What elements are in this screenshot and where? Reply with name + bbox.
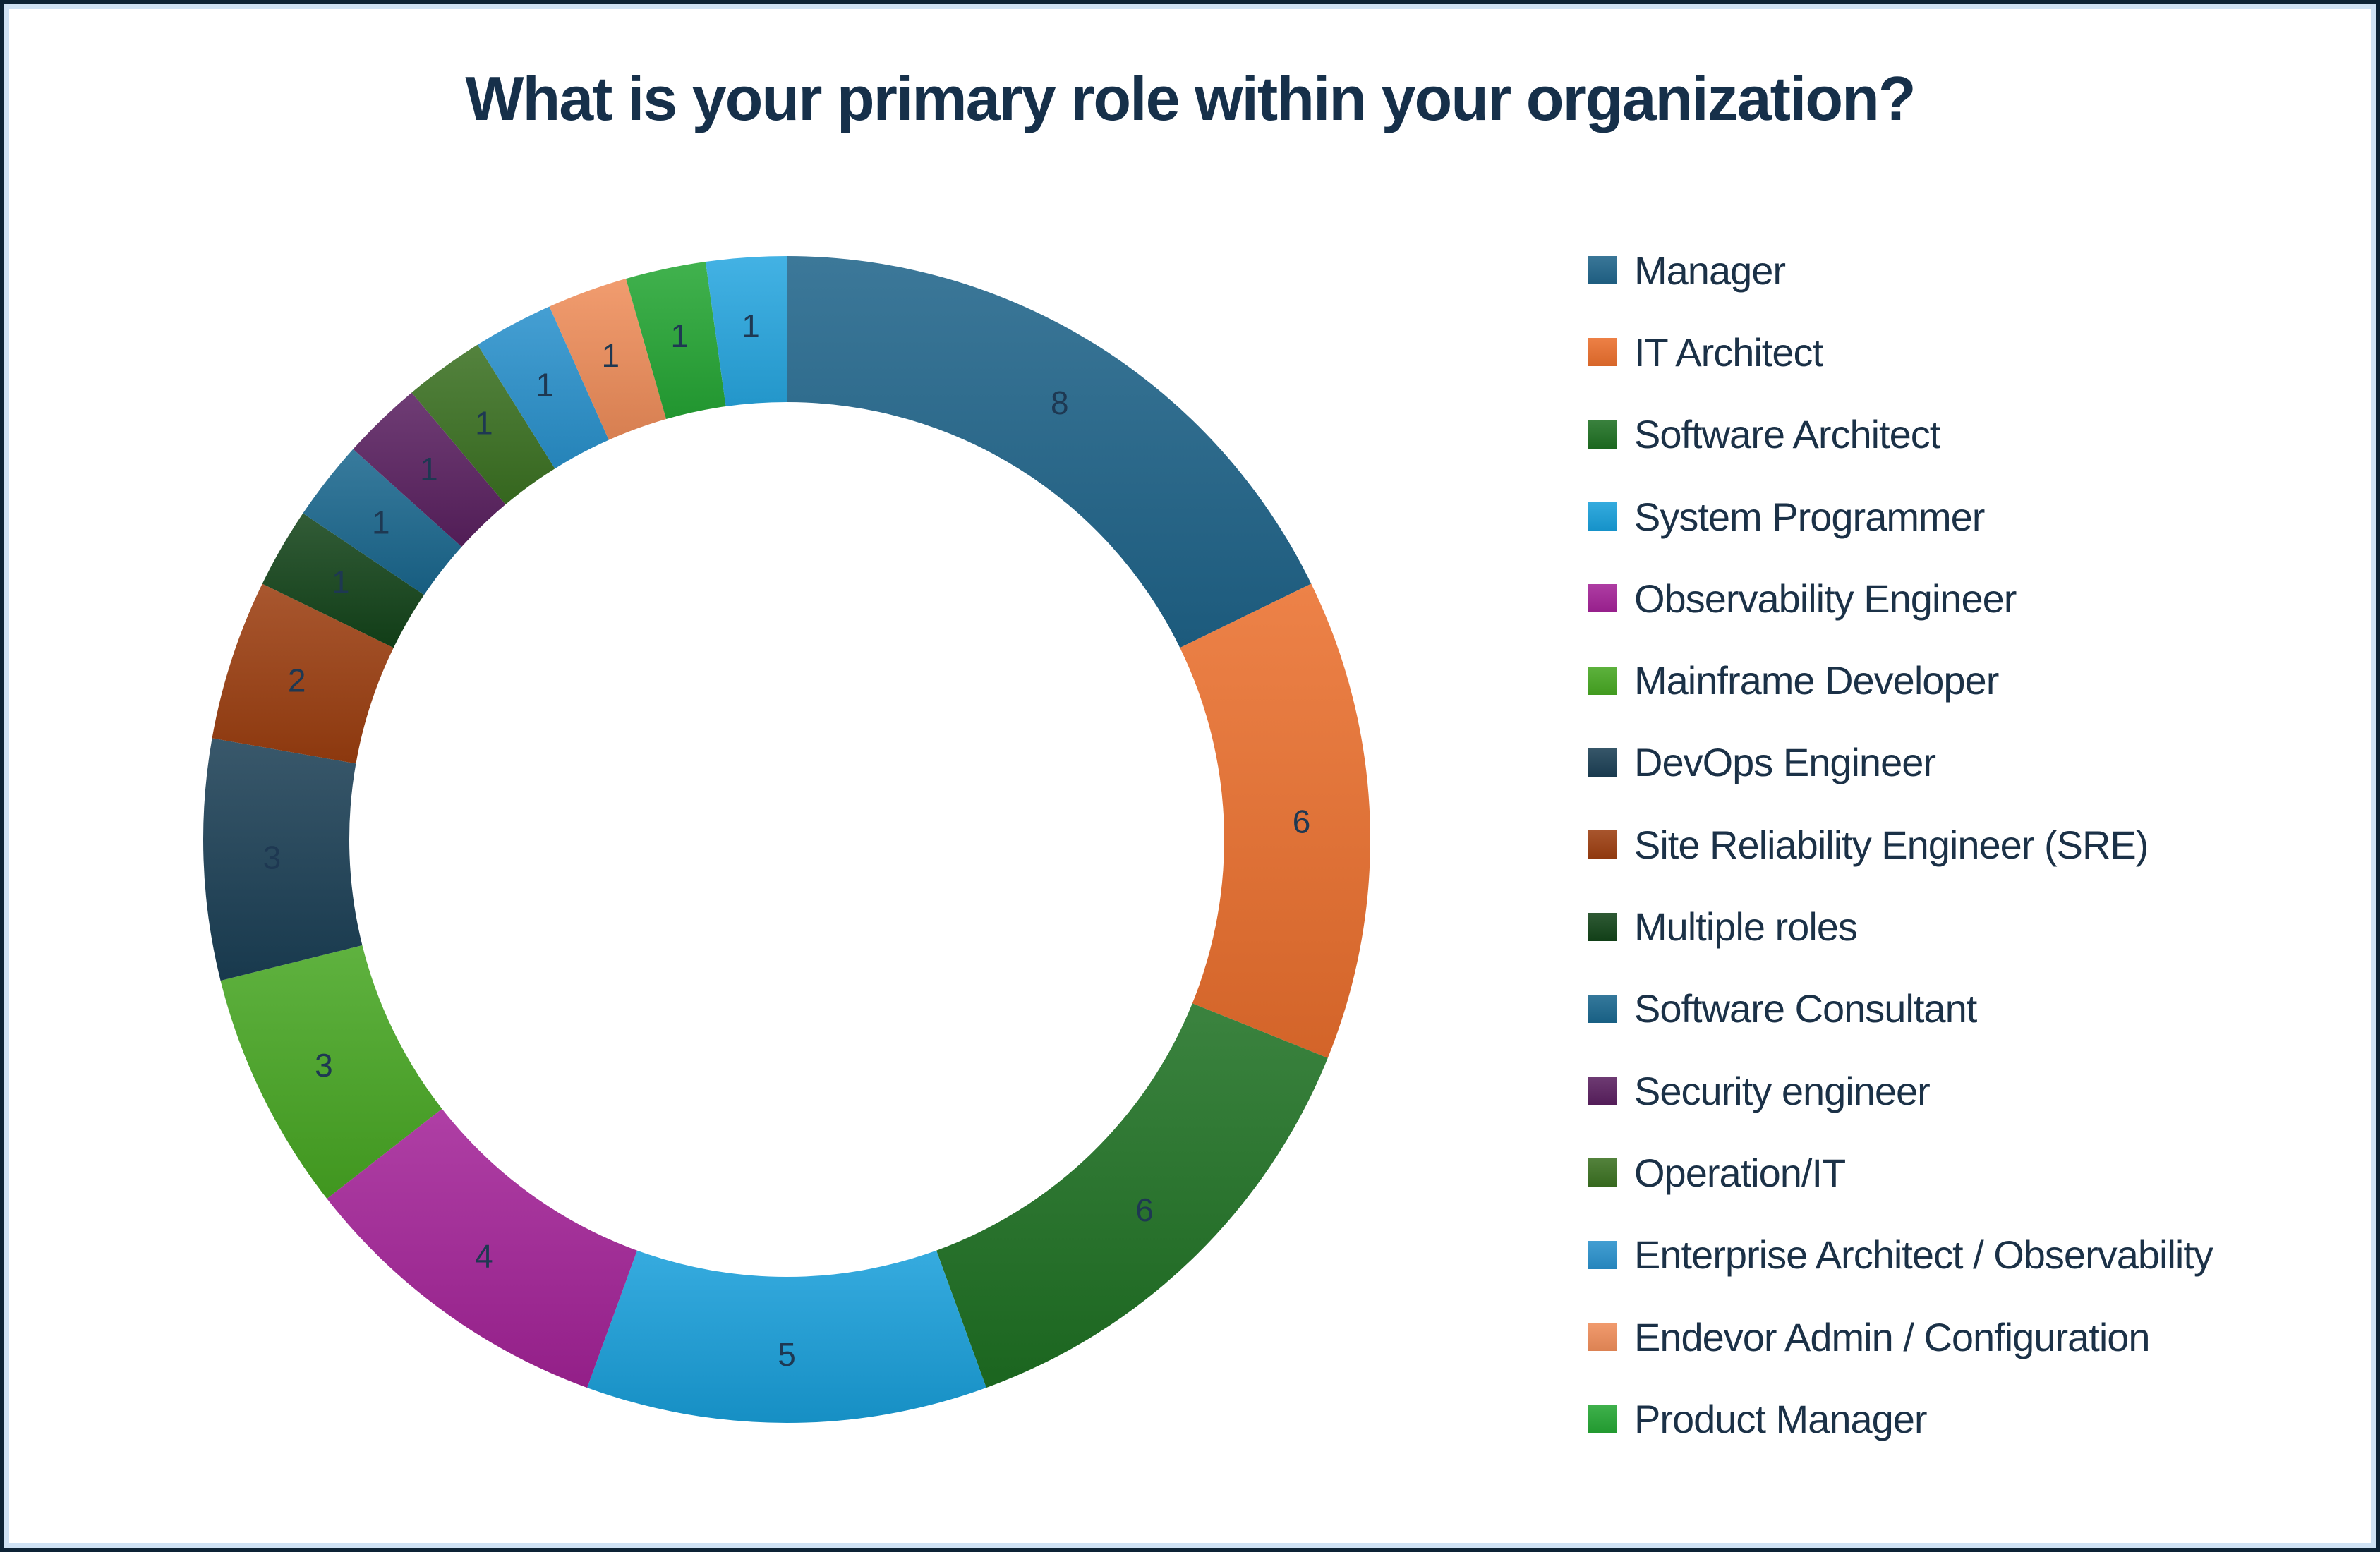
legend-label: Software Architect: [1634, 412, 1940, 457]
legend-label: Observability Engineer: [1634, 576, 2017, 621]
legend-label: Manager: [1634, 248, 1786, 293]
pie-slice-system-programmer: [587, 1250, 986, 1424]
pie-slice-software-architect: [936, 1003, 1328, 1388]
pie-slice-enterprise-architect-observability: [477, 306, 609, 469]
legend-item-system-programmer: System Programmer: [1588, 475, 2350, 557]
slice-value-label: 4: [475, 1238, 493, 1275]
legend-label: IT Architect: [1634, 329, 1823, 375]
pie-slice-site-reliability-engineer-sre: [212, 583, 394, 764]
legend-label: Security engineer: [1634, 1068, 1931, 1113]
legend-item-mainframe-developer: Mainframe Developer: [1588, 639, 2350, 721]
slice-value-label: 1: [742, 308, 760, 344]
pie-slice-unlabeled: [705, 256, 787, 407]
legend-swatch: [1588, 1323, 1617, 1351]
legend-swatch: [1588, 502, 1617, 531]
legend-item-it-architect: IT Architect: [1588, 311, 2350, 393]
legend-swatch: [1588, 1077, 1617, 1105]
pie-slice-observability-engineer: [327, 1108, 637, 1388]
slice-value-label: 3: [263, 839, 282, 876]
legend-item-endevor-admin-configuration: Endevor Admin / Configuration: [1588, 1296, 2350, 1378]
legend-swatch: [1588, 666, 1617, 695]
legend-label: System Programmer: [1634, 494, 1985, 539]
slice-value-label: 3: [315, 1047, 333, 1084]
legend-swatch: [1588, 584, 1617, 613]
slice-value-label: 6: [1293, 804, 1311, 840]
legend-label: Software Consultant: [1634, 986, 1977, 1031]
legend-item-site-reliability-engineer-sre: Site Reliability Engineer (SRE): [1588, 804, 2350, 885]
legend-swatch: [1588, 994, 1617, 1023]
legend-swatch: [1588, 830, 1617, 859]
pie-slice-product-manager: [626, 262, 726, 420]
legend-item-operation-it: Operation/IT: [1588, 1132, 2350, 1213]
legend-swatch: [1588, 420, 1617, 449]
legend-label: DevOps Engineer: [1634, 740, 1936, 785]
slice-value-label: 1: [602, 337, 620, 374]
legend-swatch: [1588, 256, 1617, 285]
legend-item-software-consultant: Software Consultant: [1588, 968, 2350, 1050]
legend-swatch: [1588, 1158, 1617, 1187]
legend-item-product-manager: Product Manager: [1588, 1378, 2350, 1460]
legend-item-multiple-roles: Multiple roles: [1588, 885, 2350, 967]
slice-value-label: 2: [288, 662, 306, 698]
legend-item-devops-engineer: DevOps Engineer: [1588, 722, 2350, 804]
legend-label: Product Manager: [1634, 1396, 1928, 1441]
legend-swatch: [1588, 1240, 1617, 1269]
slice-value-label: 1: [670, 317, 689, 354]
legend-label: Multiple roles: [1634, 904, 1858, 950]
pie-slice-security-engineer: [353, 392, 506, 547]
legend-swatch: [1588, 1405, 1617, 1433]
pie-slice-devops-engineer: [203, 738, 363, 981]
slice-value-label: 6: [1135, 1192, 1154, 1228]
slice-value-label: 1: [475, 404, 493, 441]
slice-value-label: 1: [372, 504, 390, 541]
pie-slice-manager: [787, 256, 1312, 648]
legend: Manager IT Architect Software Architect Sys…: [1588, 229, 2350, 1460]
legend-label: Operation/IT: [1634, 1150, 1846, 1195]
legend-item-software-architect: Software Architect: [1588, 394, 2350, 475]
slice-value-label: 8: [1051, 384, 1069, 421]
pie-slice-it-architect: [1180, 583, 1370, 1058]
legend-item-observability-engineer: Observability Engineer: [1588, 557, 2350, 639]
legend-label: Enterprise Architect / Observability: [1634, 1232, 2213, 1278]
slice-value-label: 1: [332, 564, 350, 600]
legend-label: Site Reliability Engineer (SRE): [1634, 822, 2149, 867]
pie-slice-operation-it: [411, 344, 555, 505]
legend-item-manager: Manager: [1588, 229, 2350, 311]
legend-swatch: [1588, 338, 1617, 367]
legend-item-enterprise-architect-observability: Enterprise Architect / Observability: [1588, 1214, 2350, 1296]
slice-value-label: 5: [778, 1336, 796, 1373]
pie-slice-mainframe-developer: [220, 945, 442, 1199]
chart-title: What is your primary role within your or…: [465, 63, 1916, 133]
pie-slice-software-consultant: [303, 449, 462, 595]
slice-value-label: 1: [420, 451, 438, 487]
slice-value-label: 1: [536, 366, 555, 403]
legend-label: Endevor Admin / Configuration: [1634, 1314, 2151, 1359]
legend-swatch: [1588, 748, 1617, 777]
legend-label: Mainframe Developer: [1634, 658, 1999, 703]
pie-slice-multiple-roles: [262, 513, 424, 648]
pie-slice-endevor-admin-configuration: [549, 279, 667, 440]
legend-swatch: [1588, 912, 1617, 941]
legend-item-security-engineer: Security engineer: [1588, 1050, 2350, 1132]
